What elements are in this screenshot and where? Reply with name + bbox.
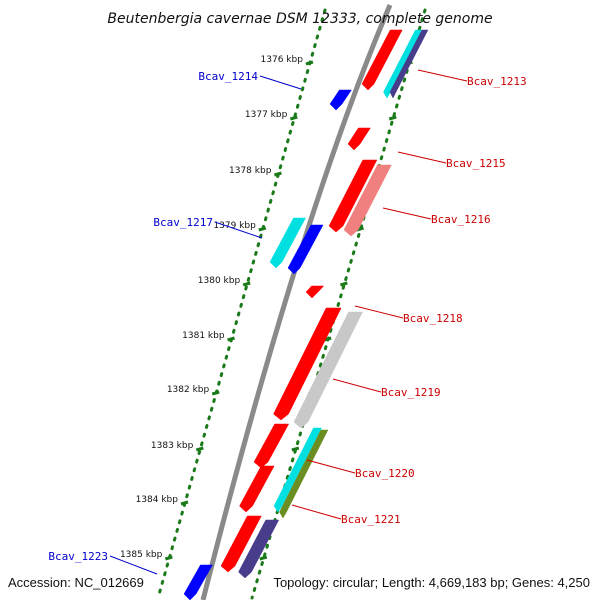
- gene-label-bcav_1219: Bcav_1219: [381, 386, 441, 399]
- tick-mark-outer: [289, 115, 298, 121]
- callout-line: [259, 75, 302, 90]
- map-title: Beutenbergia cavernae DSM 12333, complet…: [107, 11, 492, 27]
- dotted-ring-outer: [156, 8, 327, 600]
- tick-marks: 1376 kbp 1377 kbp 1378 kbp 1379 kbp 1380 kbp…: [120, 55, 413, 561]
- gene-label-bcav_1216: Bcav_1216: [431, 213, 491, 226]
- callout-line: [417, 69, 468, 82]
- tick-label: 1379 kbp: [213, 221, 256, 231]
- feature-bcav-1220-red: [253, 423, 290, 469]
- tick-mark-outer: [211, 390, 220, 396]
- dotted-ring-inner: [250, 8, 427, 600]
- callout-line: [382, 207, 432, 220]
- feature-bcav-1213: [361, 29, 403, 91]
- tick-mark-inner: [291, 446, 300, 452]
- feature-bcav-1213-cyan: [383, 29, 423, 99]
- feature-bcav-1223: [183, 564, 213, 600]
- tick-mark-inner: [388, 115, 397, 121]
- feature-bcav-1220-cyan: [273, 427, 322, 513]
- tick-label: 1381 kbp: [182, 331, 225, 341]
- tick-mark-inner: [259, 555, 268, 561]
- genome-backbone: [200, 4, 393, 600]
- tick-mark-outer: [242, 281, 251, 287]
- tick-label: 1378 kbp: [229, 166, 272, 176]
- tick-mark-outer: [180, 500, 189, 506]
- callout-line: [291, 504, 342, 520]
- callout-line: [397, 151, 447, 164]
- callout-line: [306, 459, 356, 474]
- gene-callouts: Bcav_1214 Bcav_1217 Bcav_1223 Bcav_1213 Bcav…: [48, 69, 527, 575]
- tick-label: 1376 kbp: [261, 55, 304, 65]
- gene-label-bcav_1220: Bcav_1220: [355, 467, 415, 480]
- gene-label-bcav_1214: Bcav_1214: [198, 70, 258, 83]
- feature-bcav-1221-red2: [220, 515, 262, 573]
- callout-line: [109, 555, 158, 575]
- tick-mark-outer: [164, 555, 173, 561]
- feature-bcav-1220-olive: [279, 429, 329, 519]
- dotted-rings: [156, 8, 427, 600]
- gene-label-bcav_1217: Bcav_1217: [153, 216, 213, 229]
- feature-bcav-1221: [239, 465, 275, 513]
- callout-line: [354, 305, 404, 319]
- tick-mark-outer: [227, 336, 235, 342]
- feature-bcav-1214: [329, 89, 352, 111]
- feature-bcav-1217-cyan: [269, 217, 306, 269]
- tick-label: 1383 kbp: [151, 441, 194, 451]
- tick-label: 1382 kbp: [167, 385, 210, 395]
- tick-label: 1385 kbp: [120, 550, 163, 560]
- genome-summary-text: Topology: circular; Length: 4,669,183 bp…: [273, 575, 590, 590]
- feature-bcav-1217-blue: [287, 224, 324, 275]
- gene-label-bcav_1215: Bcav_1215: [446, 157, 506, 170]
- feature-bcav-1219-red: [273, 307, 342, 421]
- backbone-line: [200, 4, 393, 600]
- gene-label-bcav_1218: Bcav_1218: [403, 312, 463, 325]
- tick-label: 1377 kbp: [245, 110, 288, 120]
- tick-mark-outer: [195, 446, 204, 452]
- feature-bcav-1215: [347, 127, 371, 151]
- gene-label-bcav_1213: Bcav_1213: [467, 75, 527, 88]
- tick-mark-inner: [339, 281, 348, 287]
- feature-bcav-1218: [305, 285, 325, 299]
- feature-bcav-1216-pink: [343, 164, 392, 237]
- feature-blocks: [183, 29, 429, 600]
- accession-text: Accession: NC_012669: [8, 575, 144, 590]
- feature-bcav-1213-slate: [389, 29, 429, 99]
- feature-bcav-1216-red: [328, 159, 378, 233]
- gene-label-bcav_1223: Bcav_1223: [48, 550, 108, 563]
- tick-mark-outer: [258, 226, 267, 232]
- tick-mark-outer: [274, 171, 282, 177]
- gene-label-bcav_1221: Bcav_1221: [341, 513, 401, 526]
- feature-bcav-1221-slate: [238, 519, 280, 579]
- tick-label: 1380 kbp: [198, 276, 241, 286]
- callout-line: [332, 378, 382, 393]
- callout-line: [214, 221, 263, 239]
- tick-mark-outer: [305, 60, 314, 66]
- feature-bcav-1219-gray: [293, 311, 363, 429]
- tick-label: 1384 kbp: [136, 495, 179, 505]
